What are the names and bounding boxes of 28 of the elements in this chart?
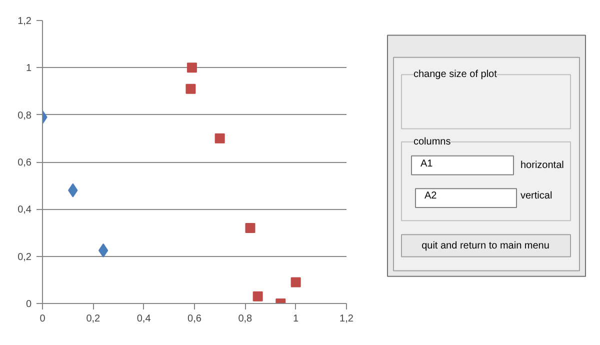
x-tick-label: 1: [293, 314, 300, 324]
point: [186, 62, 197, 73]
point: [290, 277, 301, 288]
y-tick-label: 1,2: [18, 16, 32, 27]
y-tick-label: 0,2: [18, 252, 32, 263]
text: quit and return to main menu: [422, 240, 550, 252]
y-tick-label: 0,4: [18, 204, 32, 216]
point: [98, 243, 108, 258]
text: A2: [424, 190, 438, 202]
text: change size of plot: [414, 69, 498, 80]
point: [214, 133, 225, 144]
x-tick-label: 1,2: [340, 314, 354, 324]
y-tick-label: 0: [26, 299, 32, 310]
x-tick-label: 0,2: [86, 314, 101, 324]
text: A1: [420, 158, 434, 170]
text: vertical: [520, 190, 552, 202]
point: [252, 291, 263, 302]
text: horizontal: [520, 160, 564, 172]
x-tick-label: 0,8: [238, 314, 253, 324]
y-tick-label: 1: [26, 63, 32, 74]
text: columns: [414, 136, 451, 148]
point: [245, 223, 256, 234]
x-tick-label: 0,4: [136, 314, 152, 324]
x-tick-label: 0: [40, 314, 46, 324]
y-tick-label: 0,8: [18, 110, 32, 122]
point: [186, 84, 196, 94]
y-tick-label: 0,6: [18, 158, 32, 168]
x-tick-label: 0,6: [188, 314, 202, 324]
